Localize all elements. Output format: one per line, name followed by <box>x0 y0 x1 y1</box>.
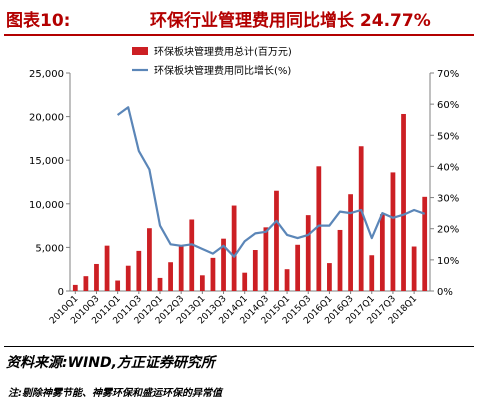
bar <box>136 250 142 291</box>
left-tick-label: 10,000 <box>29 200 64 211</box>
legend-label-line: 环保板块管理费用同比增长(%) <box>154 64 291 77</box>
source-text: 资料来源:WIND,方正证券研究所 <box>6 355 215 371</box>
left-tick-label: 5,000 <box>35 243 64 254</box>
bar <box>411 246 417 291</box>
bar <box>231 205 237 291</box>
note-text: 注:剔除神雾节能、神雾环保和盛运环保的异常值 <box>8 388 222 399</box>
bar <box>379 214 385 291</box>
right-tick-label: 0% <box>437 287 453 298</box>
bar <box>147 228 152 291</box>
bar <box>274 190 279 291</box>
bar <box>72 284 78 291</box>
chart: 0 5,000 10,000 15,000 20,000 25,000 0% 10% 20% 30… <box>29 45 459 326</box>
bar <box>221 238 226 291</box>
legend-label-bar: 环保板块管理费用总计(百万元) <box>154 45 292 58</box>
footer-divider <box>4 346 474 347</box>
figure-label: 图表10: <box>6 11 71 31</box>
right-tick-label: 20% <box>437 225 459 236</box>
right-tick-label: 10% <box>437 256 459 267</box>
right-tick-label: 60% <box>437 100 459 111</box>
title-bar <box>4 4 474 36</box>
bar <box>157 277 163 291</box>
bar <box>348 194 353 291</box>
bar <box>390 172 396 291</box>
bar <box>242 272 248 291</box>
bar <box>401 113 406 291</box>
figure-title: 环保行业管理费用同比增长 24.77% <box>150 11 431 31</box>
left-tick-label: 15,000 <box>29 156 64 167</box>
bar <box>199 275 205 291</box>
bar <box>125 265 131 291</box>
bar <box>252 250 258 291</box>
bar <box>316 166 322 291</box>
right-tick-label: 50% <box>437 131 459 142</box>
left-tick-label: 0 <box>58 287 64 298</box>
bar <box>115 280 121 291</box>
bar <box>94 263 99 291</box>
bar <box>104 245 110 291</box>
bar <box>369 255 375 291</box>
bar <box>358 146 364 291</box>
growth-line <box>116 106 426 258</box>
bar <box>337 229 343 291</box>
bar <box>189 219 195 291</box>
legend-swatch-bar <box>132 47 148 55</box>
bar <box>178 245 184 291</box>
bar <box>168 262 173 291</box>
bar <box>295 244 301 291</box>
left-tick-label: 20,000 <box>29 113 64 124</box>
bar <box>263 227 269 291</box>
bar <box>305 215 311 291</box>
right-tick-label: 70% <box>437 69 459 80</box>
bar <box>284 269 290 291</box>
bar <box>210 257 216 291</box>
bar <box>422 196 428 291</box>
right-tick-label: 40% <box>437 162 459 173</box>
right-tick-label: 30% <box>437 194 459 205</box>
bar <box>327 263 332 291</box>
left-tick-label: 25,000 <box>29 69 64 80</box>
bar <box>83 276 89 291</box>
